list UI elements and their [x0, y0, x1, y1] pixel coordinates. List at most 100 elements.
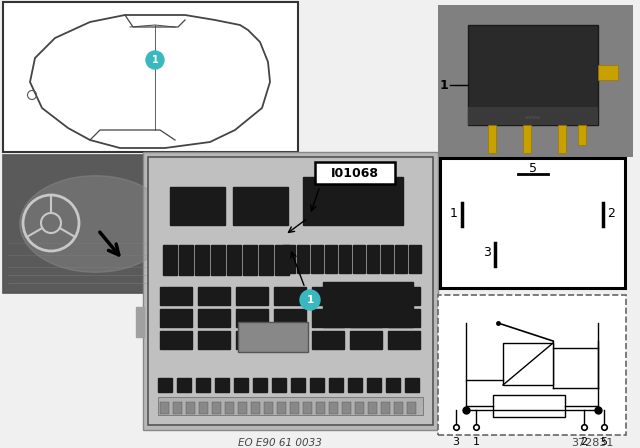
- Circle shape: [146, 51, 164, 69]
- Bar: [198, 287, 230, 305]
- Bar: [198, 309, 230, 327]
- Bar: [3, 155, 171, 293]
- Bar: [158, 397, 423, 415]
- Bar: [339, 245, 351, 273]
- Text: 1: 1: [472, 437, 479, 447]
- Bar: [227, 245, 241, 275]
- Text: 1: 1: [307, 295, 314, 305]
- Bar: [468, 107, 598, 125]
- Bar: [297, 245, 309, 273]
- Bar: [311, 245, 323, 273]
- Bar: [438, 5, 633, 157]
- Bar: [493, 395, 565, 417]
- Text: 5: 5: [529, 161, 536, 175]
- Bar: [316, 402, 325, 414]
- Bar: [199, 402, 208, 414]
- Bar: [264, 402, 273, 414]
- Bar: [143, 152, 438, 430]
- Bar: [148, 157, 433, 425]
- Bar: [342, 402, 351, 414]
- Bar: [283, 245, 295, 273]
- Bar: [291, 378, 305, 392]
- Bar: [315, 162, 395, 184]
- Bar: [303, 402, 312, 414]
- Bar: [196, 378, 210, 392]
- Bar: [407, 402, 416, 414]
- Bar: [198, 331, 230, 349]
- Bar: [136, 307, 144, 337]
- Bar: [381, 402, 390, 414]
- Bar: [236, 309, 268, 327]
- Bar: [523, 125, 531, 153]
- Bar: [163, 245, 177, 275]
- Bar: [367, 378, 381, 392]
- Bar: [329, 402, 338, 414]
- Bar: [179, 245, 193, 275]
- Bar: [3, 2, 298, 152]
- Bar: [312, 309, 344, 327]
- Bar: [243, 245, 257, 275]
- Bar: [160, 331, 192, 349]
- Bar: [438, 295, 626, 435]
- Bar: [215, 378, 229, 392]
- Bar: [395, 245, 407, 273]
- Bar: [253, 378, 267, 392]
- Text: 1: 1: [450, 207, 458, 220]
- Bar: [388, 287, 420, 305]
- Bar: [350, 309, 382, 327]
- Text: 5: 5: [600, 437, 607, 447]
- Bar: [272, 378, 286, 392]
- Bar: [275, 245, 289, 275]
- Circle shape: [300, 290, 320, 310]
- Bar: [233, 187, 288, 225]
- Bar: [251, 402, 260, 414]
- Bar: [367, 245, 379, 273]
- Bar: [211, 245, 225, 275]
- Bar: [405, 378, 419, 392]
- Text: 2: 2: [607, 207, 615, 220]
- Bar: [186, 402, 195, 414]
- Bar: [388, 309, 420, 327]
- Bar: [350, 331, 382, 349]
- Bar: [259, 245, 273, 275]
- Bar: [274, 287, 306, 305]
- Bar: [440, 158, 625, 288]
- Text: 1: 1: [152, 55, 158, 65]
- Bar: [381, 245, 393, 273]
- Bar: [303, 177, 403, 225]
- Bar: [170, 187, 225, 225]
- Bar: [225, 402, 234, 414]
- Bar: [353, 245, 365, 273]
- Bar: [348, 378, 362, 392]
- Text: 2: 2: [580, 437, 588, 447]
- Bar: [468, 25, 598, 125]
- Bar: [160, 287, 192, 305]
- Bar: [277, 402, 286, 414]
- Bar: [173, 402, 182, 414]
- Text: EO E90 61 0033: EO E90 61 0033: [238, 438, 322, 448]
- Bar: [310, 378, 324, 392]
- Bar: [274, 331, 306, 349]
- Bar: [325, 245, 337, 273]
- Text: 372831: 372831: [571, 438, 613, 448]
- Bar: [350, 287, 382, 305]
- Bar: [558, 125, 566, 153]
- Bar: [355, 402, 364, 414]
- Bar: [329, 378, 343, 392]
- Bar: [488, 125, 496, 153]
- Bar: [388, 331, 420, 349]
- Bar: [177, 378, 191, 392]
- Bar: [234, 378, 248, 392]
- Text: 3: 3: [483, 246, 491, 259]
- Bar: [290, 402, 299, 414]
- Bar: [312, 287, 344, 305]
- Bar: [394, 402, 403, 414]
- Bar: [236, 331, 268, 349]
- Text: 1: 1: [440, 78, 449, 91]
- Bar: [238, 402, 247, 414]
- Bar: [274, 309, 306, 327]
- Bar: [236, 287, 268, 305]
- Bar: [368, 402, 377, 414]
- Bar: [386, 378, 400, 392]
- Bar: [409, 245, 421, 273]
